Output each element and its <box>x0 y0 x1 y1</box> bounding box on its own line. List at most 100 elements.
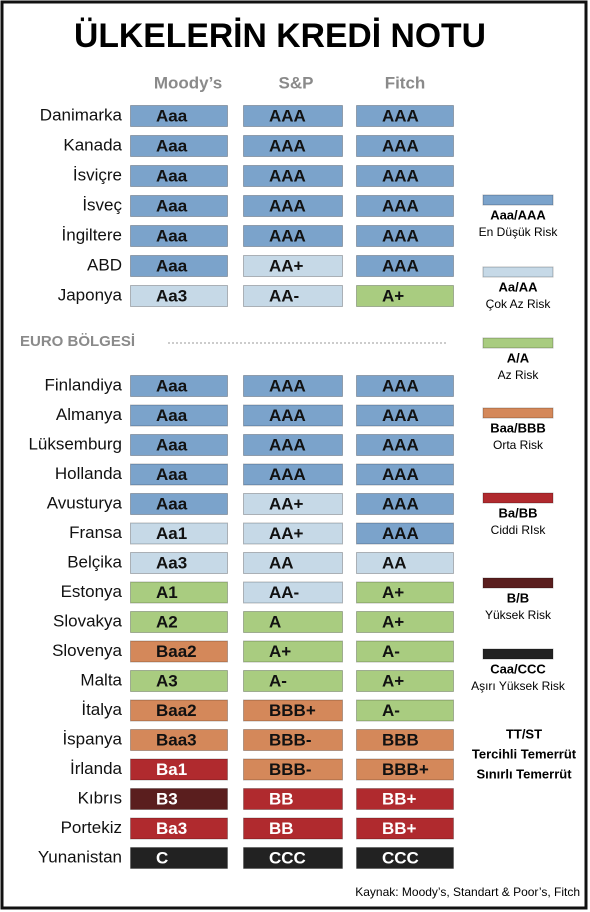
rating: BB+ <box>382 819 417 838</box>
legend-label: B/B <box>507 590 529 605</box>
country: Yunanistan <box>38 847 122 866</box>
rating-cell <box>129 581 229 604</box>
rating-cell <box>129 728 229 752</box>
legend-swatch <box>482 577 554 589</box>
rating-border <box>243 522 343 545</box>
country: Almanya <box>56 405 123 424</box>
country: Hollanda <box>55 464 123 483</box>
rating-cell <box>129 194 229 218</box>
rating-border <box>130 522 228 545</box>
rating-border <box>243 640 343 663</box>
rating-border <box>130 404 228 427</box>
rating: AAA <box>269 226 306 245</box>
rating-cell <box>129 284 229 308</box>
rating-border <box>356 758 454 781</box>
rating-border <box>130 817 228 840</box>
rating-border <box>130 195 228 217</box>
legend-description: Aşırı Yüksek Risk <box>471 679 566 693</box>
rating-cell <box>242 846 344 870</box>
rating-cell <box>355 433 455 457</box>
rating: A2 <box>156 612 178 631</box>
country: İsveç <box>82 195 122 214</box>
legend-description: Ciddi RIsk <box>491 523 547 537</box>
rating-cell <box>129 758 229 781</box>
rating-border <box>130 758 228 781</box>
rating-border <box>243 404 343 427</box>
rating-cell <box>242 374 344 398</box>
legend-swatch <box>482 194 554 206</box>
rating-border <box>356 404 454 427</box>
rating-border <box>243 847 343 869</box>
rating-border <box>130 255 228 277</box>
rating-cell <box>129 374 229 398</box>
rating: Ba1 <box>156 760 187 779</box>
rating: A- <box>269 671 287 690</box>
country: Lüksemburg <box>28 434 122 453</box>
legend-description: Az Risk <box>498 368 540 382</box>
rating-cell <box>355 254 455 278</box>
rating: AAA <box>269 406 306 425</box>
rating-border <box>356 463 454 486</box>
rating: Aaa <box>156 256 188 275</box>
country: Malta <box>80 670 122 689</box>
country: Finlandiya <box>45 375 123 394</box>
rating: AAA <box>382 376 419 395</box>
legend-label: Ba/BB <box>498 505 537 520</box>
legend-swatch <box>482 337 554 349</box>
legend-swatch <box>482 266 554 278</box>
rating-cell <box>242 164 344 188</box>
rating-cell <box>242 699 344 722</box>
rating-cell <box>129 254 229 278</box>
rating-cell <box>355 522 455 545</box>
rating-border <box>130 640 228 663</box>
rating: Baa2 <box>156 642 197 661</box>
rating-border <box>356 611 454 633</box>
rating: A+ <box>382 671 404 690</box>
rating: Aaa <box>156 226 188 245</box>
rating-border <box>243 225 343 247</box>
rating-cell <box>129 404 229 427</box>
rating: AA- <box>269 286 299 305</box>
rating: AAA <box>382 494 419 513</box>
rating-cell <box>242 134 344 158</box>
rating-cell <box>355 846 455 870</box>
rating-border <box>243 165 343 187</box>
rating-cell <box>129 699 229 722</box>
rating-cell <box>242 669 344 693</box>
rating-border <box>356 165 454 187</box>
rating: Aaa <box>156 106 188 125</box>
rating-cell <box>242 817 344 840</box>
rating: BBB <box>382 730 419 749</box>
rating: AAA <box>382 406 419 425</box>
rating-border <box>243 463 343 486</box>
rating-border <box>130 105 228 127</box>
rating: BB <box>269 819 294 838</box>
rating-cell <box>355 610 455 634</box>
country: Portekiz <box>61 818 122 837</box>
rating-cell <box>129 551 229 575</box>
note: TT/ST <box>506 726 542 741</box>
rating-cell <box>242 728 344 752</box>
rating-cell <box>242 581 344 604</box>
rating-border <box>130 165 228 187</box>
rating-border <box>356 552 454 574</box>
rating-cell <box>242 492 344 516</box>
rating-border <box>130 581 228 604</box>
legend-label: A/A <box>507 350 530 365</box>
rating: A- <box>382 701 400 720</box>
rating: Aa3 <box>156 553 187 572</box>
rating: Aa3 <box>156 286 187 305</box>
rating-border <box>243 699 343 722</box>
rating-border <box>356 699 454 722</box>
rating: AAA <box>382 196 419 215</box>
rating: Baa3 <box>156 730 197 749</box>
rating-cell <box>129 640 229 663</box>
legend-description: Yüksek Risk <box>485 608 552 622</box>
rating-border <box>130 611 228 633</box>
rating-cell <box>129 224 229 248</box>
rating-cell <box>242 758 344 781</box>
rating: AA <box>382 553 407 572</box>
rating: CCC <box>269 848 306 867</box>
rating-border <box>243 729 343 751</box>
rating-cell <box>355 194 455 218</box>
